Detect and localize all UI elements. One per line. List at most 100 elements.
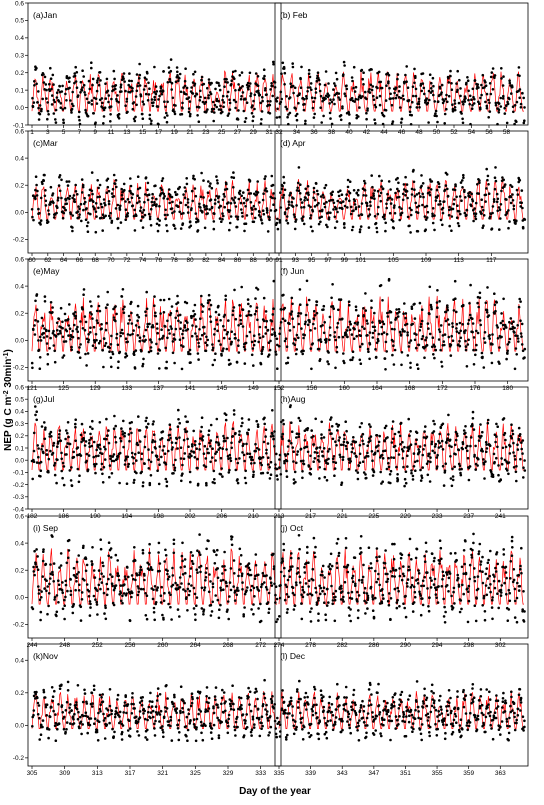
observed-point bbox=[300, 312, 303, 315]
observed-point bbox=[336, 429, 339, 432]
observed-point bbox=[503, 107, 506, 110]
observed-point bbox=[36, 101, 39, 104]
observed-point bbox=[267, 611, 270, 614]
observed-point bbox=[79, 604, 82, 607]
observed-point bbox=[238, 430, 241, 433]
observed-point bbox=[373, 197, 376, 200]
observed-point bbox=[291, 297, 294, 300]
observed-point bbox=[237, 589, 240, 592]
observed-point bbox=[243, 346, 246, 349]
observed-point bbox=[370, 68, 373, 71]
observed-point bbox=[171, 196, 174, 199]
observed-point bbox=[342, 75, 345, 78]
observed-point bbox=[383, 567, 386, 570]
observed-point bbox=[307, 451, 310, 454]
observed-point bbox=[355, 86, 358, 89]
observed-point bbox=[43, 336, 46, 339]
observed-point bbox=[57, 442, 60, 445]
observed-point bbox=[199, 553, 202, 556]
observed-point bbox=[267, 100, 270, 103]
observed-point bbox=[33, 570, 36, 573]
observed-point bbox=[117, 217, 120, 220]
observed-point bbox=[210, 93, 213, 96]
observed-point bbox=[389, 570, 392, 573]
observed-point bbox=[207, 434, 210, 437]
observed-point bbox=[440, 445, 443, 448]
observed-point bbox=[369, 343, 372, 346]
observed-point bbox=[343, 226, 346, 229]
observed-point bbox=[182, 573, 185, 576]
observed-point bbox=[370, 174, 373, 177]
observed-point bbox=[125, 208, 128, 211]
observed-point bbox=[463, 332, 466, 335]
observed-point bbox=[247, 88, 250, 91]
observed-point bbox=[354, 203, 357, 206]
observed-point bbox=[322, 308, 325, 311]
observed-point bbox=[512, 320, 515, 323]
observed-point bbox=[359, 444, 362, 447]
observed-point bbox=[219, 217, 222, 220]
observed-point bbox=[339, 189, 342, 192]
observed-point bbox=[61, 591, 64, 594]
observed-point bbox=[179, 201, 182, 204]
observed-point bbox=[58, 436, 61, 439]
observed-point bbox=[267, 463, 270, 466]
observed-point bbox=[372, 85, 375, 88]
observed-point bbox=[432, 207, 435, 210]
observed-point bbox=[237, 218, 240, 221]
observed-point bbox=[253, 462, 256, 465]
observed-point bbox=[156, 469, 159, 472]
panel-title: (b) Feb bbox=[280, 10, 308, 20]
observed-point bbox=[155, 343, 158, 346]
observed-point bbox=[458, 225, 461, 228]
observed-point bbox=[215, 106, 218, 109]
observed-point bbox=[97, 207, 100, 210]
observed-point bbox=[137, 175, 140, 178]
observed-point bbox=[37, 320, 40, 323]
observed-point bbox=[301, 219, 304, 222]
x-tick-label: 29 bbox=[250, 129, 258, 136]
observed-point bbox=[454, 189, 457, 192]
observed-point bbox=[85, 460, 88, 463]
observed-point bbox=[204, 227, 207, 230]
observed-point bbox=[385, 99, 388, 102]
observed-point bbox=[408, 345, 411, 348]
observed-point bbox=[491, 333, 494, 336]
observed-point bbox=[78, 119, 81, 122]
y-tick-label: 0.2 bbox=[15, 311, 24, 318]
observed-point bbox=[486, 93, 489, 96]
observed-point bbox=[113, 415, 116, 418]
observed-point bbox=[139, 210, 142, 213]
observed-point bbox=[392, 438, 395, 441]
observed-point bbox=[89, 426, 92, 429]
observed-point bbox=[334, 331, 337, 334]
panel-title: (i) Sep bbox=[33, 523, 58, 533]
observed-point bbox=[145, 417, 148, 420]
observed-point bbox=[291, 201, 294, 204]
observed-point bbox=[78, 351, 81, 354]
observed-point bbox=[322, 194, 325, 197]
observed-point bbox=[148, 323, 151, 326]
observed-point bbox=[357, 314, 360, 317]
observed-point bbox=[49, 67, 52, 70]
observed-point bbox=[320, 421, 323, 424]
y-tick-label: 0.0 bbox=[15, 105, 24, 112]
observed-point bbox=[271, 85, 274, 88]
observed-point bbox=[388, 604, 391, 607]
observed-point bbox=[91, 563, 94, 566]
observed-point bbox=[282, 294, 285, 297]
observed-point bbox=[147, 423, 150, 426]
observed-point bbox=[389, 188, 392, 191]
observed-point bbox=[509, 452, 512, 455]
observed-point bbox=[58, 584, 61, 587]
observed-point bbox=[52, 444, 55, 447]
observed-point bbox=[63, 618, 66, 621]
observed-point bbox=[314, 587, 317, 590]
observed-point bbox=[410, 214, 413, 217]
y-tick-label: 0.6 bbox=[15, 513, 24, 520]
observed-point bbox=[173, 539, 176, 542]
observed-point bbox=[402, 312, 405, 315]
observed-point bbox=[374, 570, 377, 573]
observed-point bbox=[280, 101, 283, 104]
